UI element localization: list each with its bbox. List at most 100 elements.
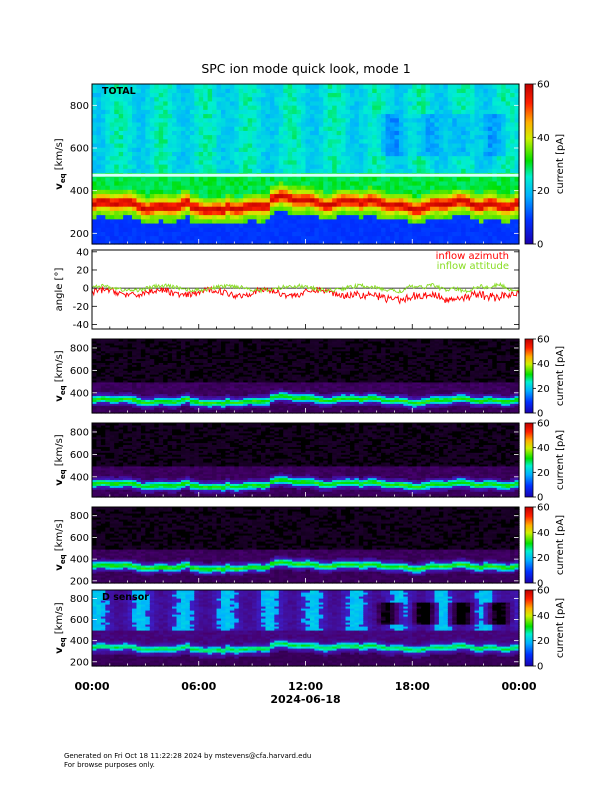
heatmap-cell (336, 134, 342, 140)
heatmap-cell (198, 126, 204, 131)
heatmap-cell (225, 342, 231, 346)
heatmap-cell (189, 214, 195, 220)
heatmap-cell (220, 348, 227, 352)
heatmap-cell (140, 356, 146, 360)
heatmap-cell (292, 235, 298, 241)
heatmap-cell (465, 121, 471, 127)
heatmap-cell (514, 142, 520, 148)
heatmap-cell (132, 142, 138, 148)
heatmap-cell (145, 389, 151, 393)
heatmap-cell (247, 193, 253, 199)
heatmap-cell (114, 109, 120, 115)
heatmap-cell (100, 376, 106, 379)
heatmap-cell (381, 222, 387, 228)
heatmap-cell (180, 393, 187, 397)
heatmap-cell (225, 368, 231, 371)
heatmap-cell (158, 397, 164, 400)
heatmap-cell (301, 134, 307, 140)
heatmap-cell (132, 346, 138, 350)
heatmap-cell (332, 239, 338, 245)
heatmap-cell (345, 201, 351, 207)
heatmap-cell (510, 189, 516, 195)
heatmap-cell (398, 176, 404, 182)
heatmap-cell (105, 385, 111, 389)
heatmap-cell (452, 231, 458, 237)
heatmap-cell (220, 411, 227, 414)
heatmap-cell (212, 385, 218, 389)
heatmap-cell (416, 113, 422, 119)
heatmap-cell (487, 117, 493, 123)
heatmap-cell (456, 210, 462, 216)
heatmap-cell (149, 362, 155, 365)
heatmap-cell (92, 339, 98, 342)
heatmap-cell (425, 121, 431, 127)
heatmap-cell (189, 231, 195, 237)
heatmap-cell (447, 235, 453, 241)
heatmap-cell (505, 147, 511, 152)
heatmap-cell (390, 121, 396, 127)
heatmap-cell (314, 147, 320, 152)
heatmap-cell (109, 358, 115, 362)
heatmap-cell (136, 176, 142, 182)
heatmap-cell (92, 130, 98, 136)
heatmap-cell (114, 130, 120, 136)
heatmap-cell (163, 176, 169, 182)
heatmap-cell (358, 164, 364, 169)
heatmap-cell (332, 180, 338, 186)
heatmap-cell (189, 235, 195, 241)
heatmap-cell (358, 210, 364, 216)
heatmap-cell (203, 356, 209, 360)
heatmap-cell (225, 109, 231, 115)
heatmap-cell (487, 105, 493, 110)
heatmap-cell (189, 185, 195, 190)
heatmap-cell (403, 193, 409, 199)
heatmap-cell (332, 206, 338, 211)
heatmap-cell (229, 409, 235, 412)
heatmap-cell (390, 180, 396, 186)
heatmap-cell (212, 214, 218, 220)
heatmap-cell (296, 239, 302, 245)
heatmap-cell (412, 126, 418, 131)
heatmap-cell (318, 235, 324, 241)
heatmap-cell (505, 134, 511, 140)
heatmap-cell (274, 193, 280, 199)
heatmap-cell (229, 377, 235, 381)
heatmap-cell (136, 407, 142, 410)
heatmap-cell (465, 218, 471, 224)
heatmap-cell (238, 176, 244, 182)
heatmap-cell (274, 96, 280, 102)
heatmap-cell (398, 134, 404, 140)
heatmap-cell (438, 105, 444, 110)
heatmap-cell (145, 168, 151, 174)
heatmap-cell (421, 193, 427, 199)
heatmap-cell (394, 201, 400, 207)
heatmap-cell (216, 383, 222, 387)
heatmap-cell (212, 401, 218, 404)
heatmap-cell (212, 366, 218, 369)
heatmap-cell (105, 354, 111, 358)
heatmap-cell (332, 92, 338, 98)
heatmap-cell (327, 222, 333, 228)
heatmap-cell (407, 100, 413, 106)
heatmap-cell (247, 210, 253, 216)
heatmap-cell (398, 168, 404, 174)
heatmap-cell (301, 189, 307, 195)
heatmap-cell (216, 411, 222, 414)
heatmap-cell (292, 151, 298, 157)
heatmap-cell (430, 201, 436, 207)
heatmap-cell (430, 227, 436, 232)
heatmap-cell (305, 159, 311, 165)
heatmap-cell (123, 366, 129, 369)
heatmap-cell (478, 210, 485, 216)
heatmap-cell (309, 109, 315, 115)
heatmap-cell (118, 210, 124, 216)
heatmap-cell (425, 235, 431, 241)
heatmap-cell (158, 391, 164, 395)
heatmap-cell (167, 138, 173, 144)
heatmap-cell (247, 155, 253, 161)
heatmap-cell (510, 138, 516, 144)
heatmap-cell (158, 409, 164, 412)
heatmap-cell (341, 227, 347, 232)
heatmap-cell (149, 405, 155, 408)
heatmap-cell (109, 352, 115, 356)
